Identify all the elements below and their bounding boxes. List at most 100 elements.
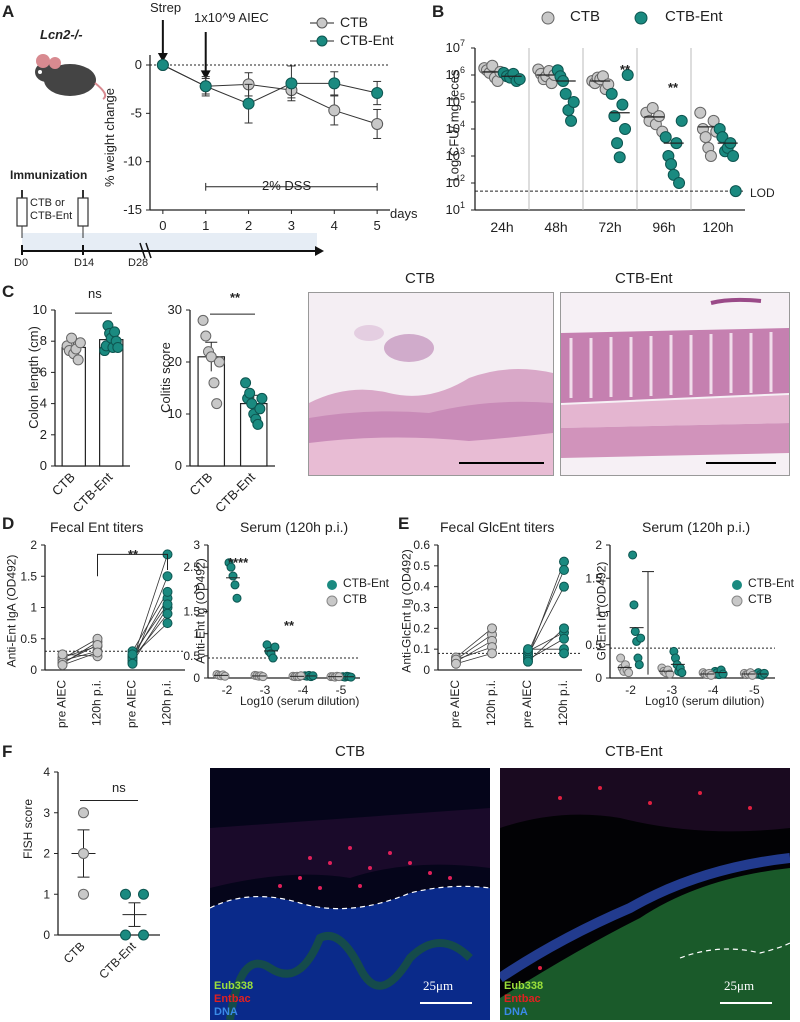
data-point-CTB bbox=[532, 63, 545, 76]
arrow-aiec-head bbox=[200, 70, 211, 80]
fish-ctb-scale: 25μm bbox=[423, 978, 454, 993]
data-point-CTB bbox=[747, 670, 757, 680]
pair-line bbox=[132, 613, 168, 659]
sig-c: ** bbox=[230, 290, 241, 305]
data-point-CTB bbox=[700, 669, 710, 679]
data-point-CTB bbox=[706, 670, 716, 680]
data-point-CTB bbox=[285, 84, 298, 97]
data-point bbox=[451, 654, 461, 665]
data-point bbox=[127, 652, 138, 663]
fish-ent-stain-ent: Entbac bbox=[504, 993, 541, 1005]
data-point-CTB-Ent bbox=[557, 74, 570, 87]
tick-label-a-x: 2 bbox=[245, 218, 252, 233]
syringe-label-1: CTB or bbox=[30, 197, 65, 209]
data-point-CTB-Ent bbox=[112, 341, 124, 353]
tick-label-C1-y: 2 bbox=[40, 427, 47, 442]
pair-line bbox=[132, 554, 168, 661]
legend-e: CTB-Ent CTB bbox=[730, 576, 800, 612]
panel-e2-ylabel: GlcEnt Ig (OD492) bbox=[594, 561, 609, 661]
data-point-CTB-Ent bbox=[630, 626, 640, 636]
tick-label-D1-y: 1 bbox=[30, 601, 37, 615]
data-point-CTB-Ent bbox=[342, 671, 352, 681]
data-point-CTB bbox=[478, 62, 491, 75]
data-point bbox=[92, 636, 103, 647]
data-point bbox=[559, 565, 569, 575]
data-point-CTB-Ent bbox=[755, 670, 765, 680]
data-point-CTB-Ent bbox=[753, 668, 763, 678]
tick-label-a-y: 0 bbox=[135, 57, 142, 72]
tick-label-E2-y: 0 bbox=[595, 671, 602, 685]
data-point-CTB bbox=[486, 59, 499, 72]
tick-label-E1-y: 0.6 bbox=[413, 538, 430, 552]
dss-label: 2% DSS bbox=[262, 178, 312, 193]
data-point bbox=[92, 641, 103, 652]
data-point-CTB bbox=[646, 101, 659, 114]
data-point bbox=[559, 644, 569, 655]
data-point-CTB-Ent bbox=[304, 670, 314, 680]
data-point-CTB bbox=[258, 672, 268, 682]
data-point-CTB-Ent bbox=[102, 320, 114, 332]
legend-a-ent-label: CTB-Ent bbox=[340, 32, 394, 48]
data-point-CTB-Ent bbox=[628, 550, 638, 560]
data-point-CTB-Ent bbox=[759, 668, 769, 678]
panel-c1-ylabel: Colon length (cm) bbox=[25, 326, 41, 429]
syringe-icon bbox=[77, 197, 89, 227]
data-point-CTB-Ent bbox=[634, 660, 644, 670]
tick-label-f-y: 2 bbox=[43, 847, 50, 861]
data-point-CTB bbox=[213, 356, 225, 368]
tick-label-a-y: -15 bbox=[123, 202, 142, 217]
data-point-CTB-Ent bbox=[340, 672, 350, 682]
data-point-CTB-Ent bbox=[264, 646, 274, 656]
data-point-CTB-Ent bbox=[727, 150, 740, 162]
panel-letter-d: D bbox=[2, 514, 15, 533]
data-point-CTB-Ent bbox=[138, 929, 149, 941]
sig-d2-b: ** bbox=[284, 618, 295, 633]
data-point-CTB-Ent bbox=[670, 137, 683, 150]
series-line-CTB-Ent bbox=[162, 64, 378, 105]
data-point-CTB bbox=[704, 668, 714, 678]
data-point bbox=[559, 581, 569, 592]
data-point-CTB-Ent bbox=[629, 600, 639, 610]
panel-letter-f: F bbox=[2, 742, 13, 761]
data-point-CTB bbox=[211, 398, 223, 410]
pair-line bbox=[62, 641, 98, 665]
tick-label-b-y: 101 bbox=[446, 200, 465, 217]
pair-line bbox=[527, 638, 565, 660]
data-point-CTB bbox=[702, 670, 712, 680]
data-point-CTB-Ent bbox=[673, 177, 686, 189]
data-point-CTB-Ent bbox=[262, 640, 272, 650]
data-point-CTB bbox=[328, 104, 341, 117]
data-point bbox=[57, 657, 68, 668]
strep-label: Strep bbox=[150, 0, 182, 15]
data-point-CTB-Ent bbox=[729, 185, 742, 198]
fish-title-ctb: CTB bbox=[335, 743, 365, 760]
tick-label-C1-y: 4 bbox=[40, 396, 47, 411]
data-point-CTB-Ent bbox=[266, 649, 276, 659]
data-point-CTB bbox=[72, 354, 84, 366]
syringe-label-2: CTB-Ent bbox=[30, 210, 73, 222]
fish-ctb-stain-dna: DNA bbox=[214, 1006, 238, 1018]
ns-c: ns bbox=[88, 286, 102, 301]
data-point-CTB-Ent bbox=[242, 392, 254, 404]
data-point-CTB-Ent bbox=[99, 345, 111, 357]
data-point-CTB-Ent bbox=[306, 672, 316, 682]
data-point-CTB-Ent bbox=[338, 672, 348, 682]
panel-e2-xlabel: Log10 (serum dilution) bbox=[645, 694, 765, 708]
data-point-CTB bbox=[707, 114, 720, 127]
data-point-CTB-Ent bbox=[611, 137, 624, 150]
data-point bbox=[451, 658, 461, 669]
data-point-CTB-Ent bbox=[270, 642, 280, 652]
data-point-CTB-Ent bbox=[665, 158, 678, 171]
pair-line bbox=[455, 628, 493, 658]
data-point-CTB bbox=[534, 67, 547, 80]
data-point-CTB bbox=[483, 66, 496, 79]
data-point-CTB bbox=[545, 77, 558, 90]
data-point-CTB-Ent bbox=[105, 332, 117, 344]
data-point-CTB bbox=[659, 666, 669, 676]
data-point-CTB bbox=[78, 807, 89, 819]
pair-line bbox=[62, 650, 98, 662]
pair-line bbox=[132, 607, 168, 663]
data-point-CTB bbox=[663, 665, 673, 675]
data-point bbox=[57, 660, 68, 670]
tick-label-D2-y: 3 bbox=[193, 538, 200, 552]
